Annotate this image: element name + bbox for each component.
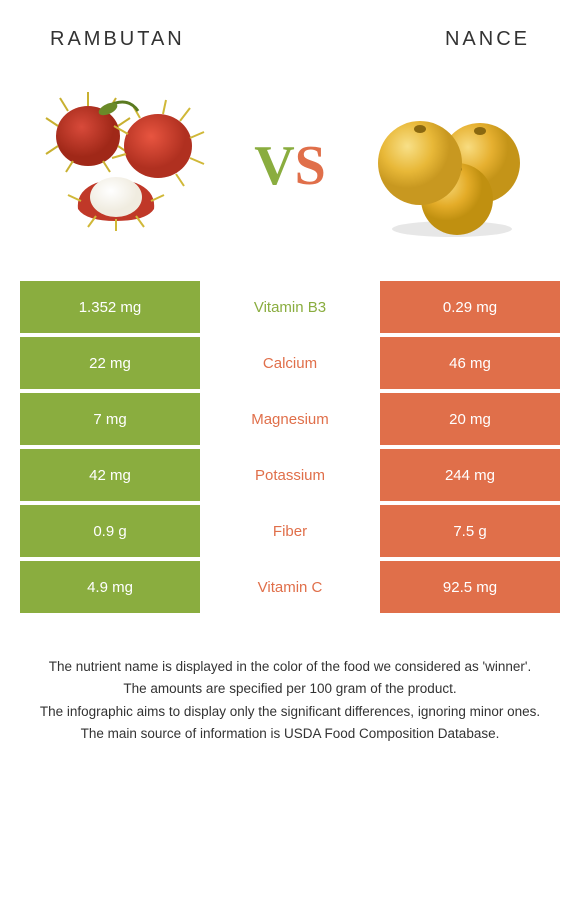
value-right: 92.5 mg (380, 561, 560, 613)
vs-v: V (254, 135, 294, 197)
value-right: 46 mg (380, 337, 560, 389)
comparison-table: 1.352 mgVitamin B30.29 mg22 mgCalcium46 … (20, 281, 560, 613)
nutrient-name: Calcium (200, 337, 380, 389)
nutrient-name: Fiber (200, 505, 380, 557)
vs-s: S (295, 135, 326, 197)
header: RAMBUTAN NANCE (0, 0, 580, 61)
footer-line-4: The main source of information is USDA F… (20, 724, 560, 744)
rambutan-image (38, 91, 218, 241)
nance-image (362, 91, 542, 241)
nutrient-name: Magnesium (200, 393, 380, 445)
footer-line-1: The nutrient name is displayed in the co… (20, 657, 560, 677)
footer: The nutrient name is displayed in the co… (0, 617, 580, 744)
value-left: 22 mg (20, 337, 200, 389)
table-row: 7 mgMagnesium20 mg (20, 393, 560, 445)
table-row: 1.352 mgVitamin B30.29 mg (20, 281, 560, 333)
nutrient-name: Potassium (200, 449, 380, 501)
footer-line-2: The amounts are specified per 100 gram o… (20, 679, 560, 699)
left-title: RAMBUTAN (50, 28, 185, 51)
value-left: 1.352 mg (20, 281, 200, 333)
images-row: VS (0, 61, 580, 281)
value-left: 42 mg (20, 449, 200, 501)
value-left: 4.9 mg (20, 561, 200, 613)
value-right: 20 mg (380, 393, 560, 445)
right-title: NANCE (445, 28, 530, 51)
value-left: 7 mg (20, 393, 200, 445)
value-left: 0.9 g (20, 505, 200, 557)
table-row: 42 mgPotassium244 mg (20, 449, 560, 501)
value-right: 0.29 mg (380, 281, 560, 333)
vs-label: VS (254, 134, 326, 198)
table-row: 22 mgCalcium46 mg (20, 337, 560, 389)
value-right: 244 mg (380, 449, 560, 501)
table-row: 0.9 gFiber7.5 g (20, 505, 560, 557)
nutrient-name: Vitamin B3 (200, 281, 380, 333)
value-right: 7.5 g (380, 505, 560, 557)
nutrient-name: Vitamin C (200, 561, 380, 613)
footer-line-3: The infographic aims to display only the… (20, 702, 560, 722)
table-row: 4.9 mgVitamin C92.5 mg (20, 561, 560, 613)
